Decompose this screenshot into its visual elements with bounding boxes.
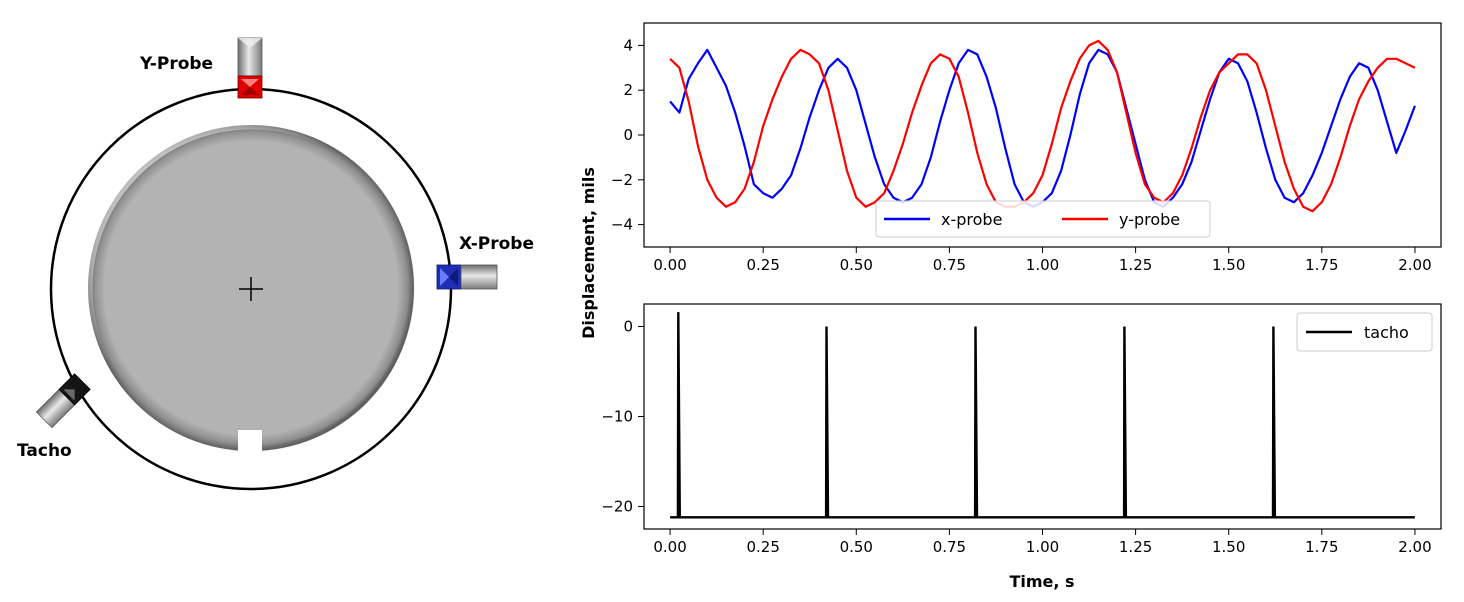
x-tick-label: 1.00	[1026, 256, 1059, 274]
x-probe-line	[669, 48, 1416, 208]
x-tick-label: 1.75	[1305, 538, 1338, 556]
tacho-line	[670, 312, 1415, 519]
y-axis-title: Displacement, mils	[579, 167, 598, 339]
y-probe-line	[669, 39, 1416, 213]
x-tick-label: 0.75	[933, 256, 966, 274]
y-tick-label: 0	[623, 126, 633, 144]
legend-label: tacho	[1364, 323, 1409, 342]
legend-box	[875, 200, 1211, 238]
tacho-legend: tacho	[1296, 312, 1433, 352]
probe-legend: x-probe y-probe	[875, 200, 1211, 238]
x-tick-label: 1.00	[1026, 538, 1059, 556]
x-tick-label: 0.00	[653, 538, 686, 556]
top-y-ticks: −4 −2 0 2 4	[611, 36, 644, 234]
tacho-series	[670, 312, 1415, 519]
tacho-label: Tacho	[17, 441, 72, 461]
legend-label: x-probe	[941, 210, 1002, 229]
x-tick-label: 0.25	[746, 256, 779, 274]
legend-label: y-probe	[1119, 210, 1180, 229]
y-tick-label: −2	[611, 171, 633, 189]
y-tick-label: −4	[611, 216, 633, 234]
x-tick-label: 1.25	[1119, 538, 1152, 556]
x-probe-label: X-Probe	[459, 234, 534, 254]
x-tick-label: 1.50	[1212, 538, 1245, 556]
bottom-x-ticks: 0.00 0.25 0.50 0.75 1.00 1.25 1.50 1.75 2.00	[653, 529, 1432, 556]
x-probe-sensor	[436, 264, 498, 290]
top-x-ticks: 0.00 0.25 0.50 0.75 1.00 1.25 1.50 1.75 2.00	[653, 247, 1432, 274]
keyway-notch	[238, 430, 262, 454]
y-probe-label: Y-Probe	[139, 54, 213, 74]
y-tick-label: 4	[623, 36, 633, 54]
displacement-chart: 0.00 0.25 0.50 0.75 1.00 1.25 1.50 1.75 2.00 −4−…	[611, 22, 1442, 274]
displacement-series	[669, 39, 1416, 213]
x-tick-label: 0.50	[840, 538, 873, 556]
y-tick-label: 2	[623, 81, 633, 99]
x-axis-title: Time, s	[1009, 572, 1074, 591]
x-tick-label: 1.75	[1305, 256, 1338, 274]
y-tick-label: 0	[623, 318, 633, 336]
x-tick-label: 0.50	[840, 256, 873, 274]
y-tick-label: −10	[601, 408, 633, 426]
rotor-diagram: Y-Probe X-Probe Tacho	[17, 37, 534, 491]
x-tick-label: 1.25	[1119, 256, 1152, 274]
bottom-y-ticks: −20 −10 0	[601, 318, 644, 516]
legend-box	[1296, 312, 1433, 352]
x-tick-label: 0.25	[746, 538, 779, 556]
y-tick-label: −20	[601, 498, 633, 516]
x-tick-label: 0.75	[933, 538, 966, 556]
x-tick-label: 0.00	[653, 256, 686, 274]
tacho-chart: 0.00 0.25 0.50 0.75 1.00 1.25 1.50 1.75 2.00 −20…	[601, 303, 1442, 556]
y-probe-sensor	[237, 37, 263, 99]
x-tick-label: 2.00	[1398, 256, 1431, 274]
x-tick-label: 1.50	[1212, 256, 1245, 274]
center-crosshair	[239, 277, 263, 301]
tacho-sensor	[35, 373, 91, 429]
x-tick-label: 2.00	[1398, 538, 1431, 556]
